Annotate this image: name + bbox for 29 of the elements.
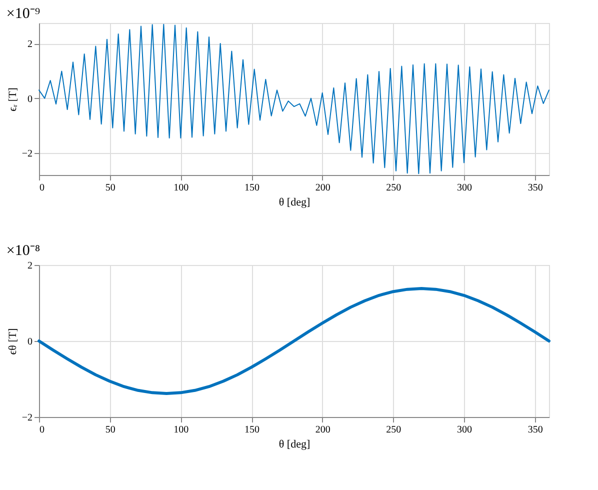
x-tick-label: 50 [105, 182, 116, 194]
x-tick-label: 200 [315, 424, 330, 436]
line-series [38, 287, 550, 395]
x-tick-label: 150 [244, 424, 260, 436]
y-tick-label: 0 [28, 336, 32, 348]
x-tick-label: 300 [457, 424, 472, 436]
x-tick-label: 0 [40, 424, 44, 436]
x-axis-title: θ [deg] [278, 196, 310, 208]
y-tick-label: −2 [22, 412, 32, 424]
x-tick-label: 350 [528, 182, 543, 194]
x-tick-label: 150 [244, 182, 260, 194]
x-tick-label: 100 [174, 182, 189, 194]
y-tick-label: 0 [28, 94, 32, 105]
x-tick-label: 350 [528, 424, 543, 436]
y-axis-title: ϵᵣ [T] [6, 88, 19, 112]
x-tick-label: 300 [457, 182, 472, 194]
text: ×10⁻⁸ [6, 243, 40, 259]
x-tick-label: 250 [386, 424, 402, 436]
text: ×10⁻⁹ [6, 6, 40, 22]
x-tick-label: 100 [174, 424, 189, 436]
x-tick-label: 50 [105, 424, 116, 436]
y-tick-label: 2 [28, 260, 32, 272]
x-tick-label: 250 [386, 182, 402, 194]
y-tick-label: −2 [22, 148, 32, 160]
y-tick-label: 2 [28, 39, 32, 50]
y-axis-title: ϵθ [T] [6, 328, 19, 355]
x-tick-label: 0 [40, 182, 44, 194]
x-axis-title: θ [deg] [278, 438, 310, 450]
x-tick-label: 200 [315, 182, 330, 194]
